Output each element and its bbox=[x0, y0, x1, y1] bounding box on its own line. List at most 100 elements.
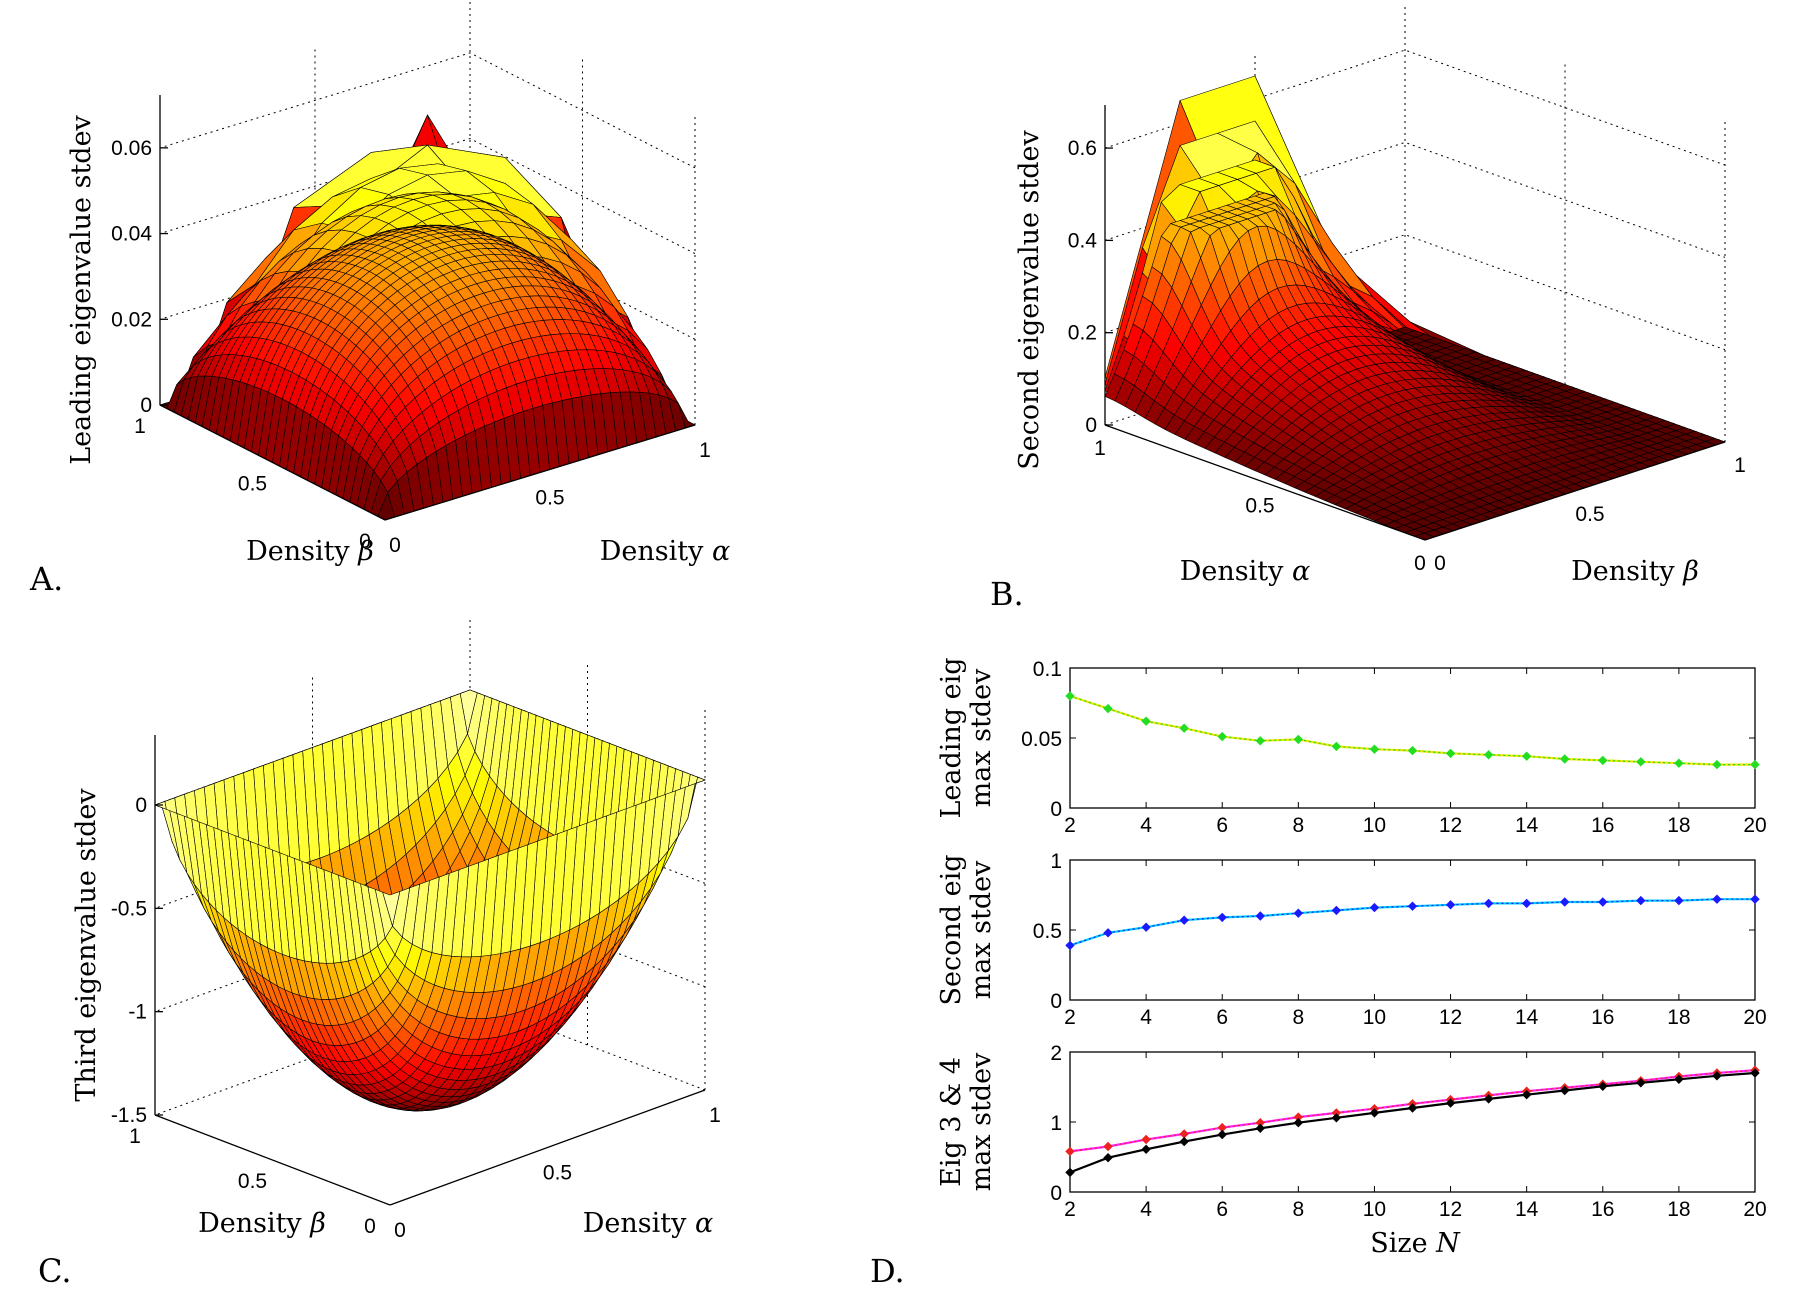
panel-d-x-tick-label: 2 bbox=[1064, 814, 1076, 837]
panel-d-y-tick-label: 0 bbox=[1050, 990, 1062, 1013]
a-y-tick-label: 0 bbox=[359, 530, 371, 553]
c-z-tick-label: -1 bbox=[128, 1001, 147, 1024]
panel-a-label: A. bbox=[29, 560, 63, 598]
panel-b-ylabel-text: Density bbox=[1571, 556, 1675, 587]
panel-c-surface bbox=[154, 689, 706, 1112]
c-surface-layer-3 bbox=[154, 689, 706, 1112]
panel-b-ylabel-symbol: β bbox=[1682, 556, 1699, 587]
panel-a-surface bbox=[159, 114, 696, 521]
a-x-tick-label: 1 bbox=[699, 439, 711, 462]
panel-d-x-tick-label: 16 bbox=[1591, 814, 1614, 837]
panel-d-ylabel-line1: Eig 3 & 4 bbox=[936, 1057, 967, 1187]
panel-b-zlabel: Second eigenvalue stdev bbox=[1014, 129, 1045, 469]
panel-d-x-tick-label: 14 bbox=[1515, 1006, 1539, 1029]
panel-d-x-tick-label: 18 bbox=[1667, 1006, 1690, 1029]
panel-d-x-tick-label: 8 bbox=[1292, 1198, 1304, 1221]
panel-d-x-tick-label: 14 bbox=[1515, 814, 1539, 837]
panel-d-x-tick-label: 18 bbox=[1667, 1198, 1690, 1221]
b-surface-layer-3 bbox=[1104, 192, 1726, 541]
panel-c-xlabel: Density α bbox=[583, 1208, 713, 1239]
panel-d-y-tick-label: 0.5 bbox=[1033, 920, 1062, 943]
panel-d-xlabel-symbol: N bbox=[1435, 1228, 1461, 1259]
panel-d-x-tick-label: 2 bbox=[1064, 1198, 1076, 1221]
panel-d-xlabel: Size N bbox=[1370, 1228, 1461, 1259]
b-y-tick-label: 1 bbox=[1734, 454, 1746, 477]
a-z-tick-label: 0.02 bbox=[111, 308, 152, 331]
panel-a-xlabel-symbol: α bbox=[712, 536, 730, 567]
panel-c-label: C. bbox=[38, 1252, 72, 1290]
a-y-tick-label: 0.5 bbox=[238, 473, 267, 496]
c-z-tick-label: 0 bbox=[135, 794, 147, 817]
panel-d-ylabel-line2: max stdev bbox=[966, 1052, 997, 1191]
a-z-tick-label: 0.04 bbox=[111, 223, 152, 246]
panel-c: 0 -0.5 -1 -1.5 0 0.5 1 0 0.5 1 Third eigenvalue s… bbox=[38, 620, 721, 1290]
c-x-tick-label: 0 bbox=[394, 1219, 406, 1242]
a-grid-z-3 bbox=[159, 52, 696, 169]
b-y-tick-label: 0 bbox=[1434, 552, 1446, 575]
panel-d-y-tick-label: 0 bbox=[1050, 1182, 1062, 1205]
panel-d-xlabel-text: Size bbox=[1370, 1228, 1427, 1259]
c-y-tick-label: 0 bbox=[364, 1215, 376, 1238]
b-x-tick-label: 1 bbox=[1094, 437, 1106, 460]
a-y-tick-label: 1 bbox=[134, 415, 146, 438]
panel-d-x-tick-label: 4 bbox=[1140, 814, 1152, 837]
c-x-tick-label: 1 bbox=[709, 1104, 721, 1127]
panel-d-y-tick-label: 0.05 bbox=[1021, 728, 1062, 751]
panel-c-ylabel-symbol: β bbox=[309, 1208, 326, 1239]
panel-b-surface bbox=[1104, 75, 1726, 541]
a-z-tick-label: 0 bbox=[140, 394, 152, 417]
panel-d-x-tick-label: 10 bbox=[1363, 1198, 1386, 1221]
panel-a-ylabel-text: Density bbox=[246, 536, 350, 567]
panel-b-ylabel: Density β bbox=[1571, 556, 1699, 587]
panel-c-zlabel: Third eigenvalue stdev bbox=[71, 788, 102, 1102]
panel-d-y-tick-label: 1 bbox=[1050, 850, 1062, 873]
panel-d-x-tick-label: 8 bbox=[1292, 814, 1304, 837]
c-y-tick-label: 0.5 bbox=[238, 1170, 267, 1193]
panel-c-xlabel-symbol: α bbox=[695, 1208, 713, 1239]
panel-d-subplot-frame bbox=[1069, 1051, 1756, 1193]
panel-d-x-tick-label: 12 bbox=[1439, 1198, 1462, 1221]
panel-d-label: D. bbox=[870, 1252, 905, 1290]
panel-b-xlabel: Density α bbox=[1180, 556, 1310, 587]
b-x-tick-label: 0 bbox=[1414, 552, 1426, 575]
c-y-tick-label: 1 bbox=[129, 1125, 141, 1148]
panel-d-x-tick-label: 16 bbox=[1591, 1006, 1614, 1029]
b-z-tick-label: 0 bbox=[1085, 414, 1097, 437]
panel-d-y-tick-label: 0.1 bbox=[1033, 658, 1062, 681]
panel-d-x-tick-label: 10 bbox=[1363, 1006, 1386, 1029]
panel-d-ylabel-line2: max stdev bbox=[966, 668, 997, 807]
panel-d-y-tick-label: 2 bbox=[1050, 1042, 1062, 1065]
panel-d-y-tick-label: 0 bbox=[1050, 798, 1062, 821]
panel-d-subplot-frame bbox=[1069, 667, 1756, 809]
panel-d-x-tick-label: 16 bbox=[1591, 1198, 1614, 1221]
b-z-tick-label: 0.6 bbox=[1068, 137, 1097, 160]
panel-c-ylabel: Density β bbox=[198, 1208, 326, 1239]
panel-d-x-tick-label: 12 bbox=[1439, 814, 1462, 837]
a-grid-z-2 bbox=[159, 138, 696, 255]
panel-d-ylabel-line2: max stdev bbox=[966, 860, 997, 999]
panel-a-zlabel: Leading eigenvalue stdev bbox=[66, 114, 97, 464]
panel-d-x-tick-label: 6 bbox=[1216, 1006, 1228, 1029]
panel-d-x-tick-label: 20 bbox=[1743, 1006, 1766, 1029]
panel-d-subplot-2: 2 4 6 8 10 12 14 16 18 20 0 0.5 1 Second eig max stdev bbox=[936, 850, 1767, 1029]
a-surface-layer-4 bbox=[159, 224, 696, 521]
b-x-tick-label: 0.5 bbox=[1245, 495, 1274, 518]
panel-b-xlabel-symbol: α bbox=[1292, 556, 1310, 587]
c-y-axis bbox=[154, 1114, 391, 1206]
panel-a-ylabel-symbol: β bbox=[357, 536, 374, 567]
panel-b-label: B. bbox=[990, 575, 1024, 613]
c-x-tick-label: 0.5 bbox=[543, 1162, 572, 1185]
panel-d-x-tick-label: 6 bbox=[1216, 1198, 1228, 1221]
c-z-tick-label: -1.5 bbox=[111, 1104, 147, 1127]
a-y-axis bbox=[159, 404, 386, 521]
a-x-axis bbox=[384, 424, 696, 521]
panel-a-xlabel: Density α bbox=[600, 536, 730, 567]
panel-b-xlabel-text: Density bbox=[1180, 556, 1284, 587]
panel-c-xlabel-text: Density bbox=[583, 1208, 687, 1239]
panel-a-xlabel-text: Density bbox=[600, 536, 704, 567]
